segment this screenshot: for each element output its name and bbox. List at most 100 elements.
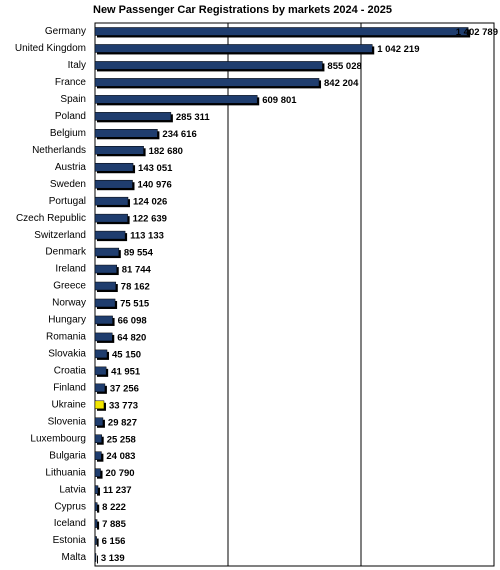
- y-tick-label: Latvia: [59, 484, 86, 495]
- y-tick-label: Germany: [45, 26, 86, 37]
- value-label: 609 801: [262, 95, 297, 106]
- bar: [94, 129, 158, 138]
- bar: [94, 553, 97, 562]
- bar-shadow: [97, 521, 100, 530]
- y-tick-label: Poland: [55, 111, 86, 122]
- y-tick-label: Slovenia: [48, 416, 87, 427]
- bar: [94, 281, 117, 291]
- bar: [94, 196, 129, 206]
- y-tick-label: Croatia: [54, 366, 87, 377]
- y-tick-label: Greece: [53, 281, 86, 292]
- value-label: 143 051: [138, 163, 173, 174]
- bar: [94, 349, 108, 359]
- y-tick-label: Romania: [46, 332, 86, 343]
- bar: [94, 179, 133, 189]
- value-label: 855 028: [327, 61, 361, 72]
- bar-shadow: [97, 487, 100, 496]
- value-label: 81 744: [122, 265, 152, 276]
- bar: [94, 213, 128, 223]
- bar: [94, 95, 258, 104]
- y-tick-label: Iceland: [54, 518, 86, 529]
- bar: [94, 485, 99, 494]
- bar: [94, 519, 98, 528]
- value-label: 113 133: [130, 231, 164, 242]
- value-label: 37 256: [110, 383, 139, 394]
- value-label: 25 258: [107, 434, 136, 445]
- value-label: 122 639: [133, 214, 167, 225]
- y-tick-label: France: [55, 77, 87, 88]
- value-label: 140 976: [137, 180, 171, 191]
- value-label: 29 827: [108, 417, 137, 428]
- value-label: 842 204: [324, 78, 359, 89]
- bar: [94, 230, 126, 240]
- y-tick-label: Lithuania: [45, 467, 86, 478]
- y-tick-label: Finland: [53, 382, 86, 393]
- value-label: 3 139: [101, 553, 125, 564]
- bar: [94, 264, 117, 274]
- y-tick-label: Netherlands: [32, 145, 86, 156]
- value-label: 45 150: [112, 349, 141, 360]
- bar: [94, 502, 98, 511]
- bar: [94, 298, 116, 308]
- value-label: 8 222: [102, 502, 126, 513]
- value-label: 20 790: [106, 468, 135, 479]
- bar: [94, 44, 373, 53]
- bar: [94, 162, 134, 172]
- bar: [94, 536, 97, 545]
- y-tick-label: Slovakia: [48, 349, 86, 360]
- value-label: 7 885: [102, 519, 126, 530]
- y-tick-label: Luxembourg: [30, 433, 86, 444]
- y-tick-label: Austria: [55, 162, 87, 173]
- value-label: 1 402 789: [456, 27, 498, 38]
- y-tick-label: Bulgaria: [49, 450, 86, 461]
- bar: [94, 315, 113, 325]
- y-tick-label: Spain: [60, 94, 86, 105]
- y-tick-label: Switzerland: [34, 230, 86, 241]
- value-label: 24 083: [106, 451, 135, 462]
- value-label: 89 554: [124, 248, 154, 259]
- value-label: 41 951: [111, 366, 141, 377]
- value-label: 6 156: [102, 536, 126, 547]
- y-tick-label: Czech Republic: [16, 213, 86, 224]
- chart-title: New Passenger Car Registrations by marke…: [93, 4, 392, 16]
- value-label: 234 616: [162, 129, 196, 140]
- bar-shadow: [97, 504, 100, 513]
- y-tick-label: Portugal: [49, 196, 86, 207]
- bar: [94, 383, 106, 393]
- bar: [94, 417, 104, 427]
- value-label: 11 237: [103, 485, 132, 496]
- value-label: 182 680: [149, 146, 183, 157]
- y-tick-label: Sweden: [50, 179, 86, 190]
- bar-shadow: [97, 555, 98, 564]
- value-label: 64 820: [117, 332, 146, 343]
- y-tick-label: Malta: [62, 552, 87, 563]
- y-tick-label: Belgium: [50, 128, 86, 139]
- value-label: 124 026: [133, 197, 167, 208]
- bar: [94, 247, 120, 257]
- bar: [94, 27, 469, 36]
- y-tick-label: Norway: [52, 298, 86, 309]
- bar: [94, 332, 113, 342]
- y-tick-label: United Kingdom: [15, 43, 86, 54]
- bar: [94, 112, 172, 121]
- y-tick-label: Cyprus: [54, 501, 86, 512]
- y-tick-label: Ukraine: [52, 399, 87, 410]
- value-label: 66 098: [118, 315, 147, 326]
- value-label: 1 042 219: [377, 44, 419, 55]
- value-label: 33 773: [109, 400, 138, 411]
- bar-shadow: [97, 538, 99, 547]
- value-label: 285 311: [176, 112, 211, 123]
- value-label: 75 515: [120, 299, 150, 310]
- value-label: 78 162: [121, 282, 150, 293]
- bar: [94, 434, 102, 443]
- y-tick-label: Ireland: [55, 264, 86, 275]
- bar: [94, 400, 105, 410]
- bar: [94, 451, 102, 460]
- bar: [94, 61, 323, 70]
- y-tick-label: Estonia: [53, 535, 87, 546]
- bar: [94, 146, 144, 155]
- y-tick-label: Italy: [68, 60, 86, 71]
- bar: [94, 78, 320, 87]
- bar: [94, 366, 107, 376]
